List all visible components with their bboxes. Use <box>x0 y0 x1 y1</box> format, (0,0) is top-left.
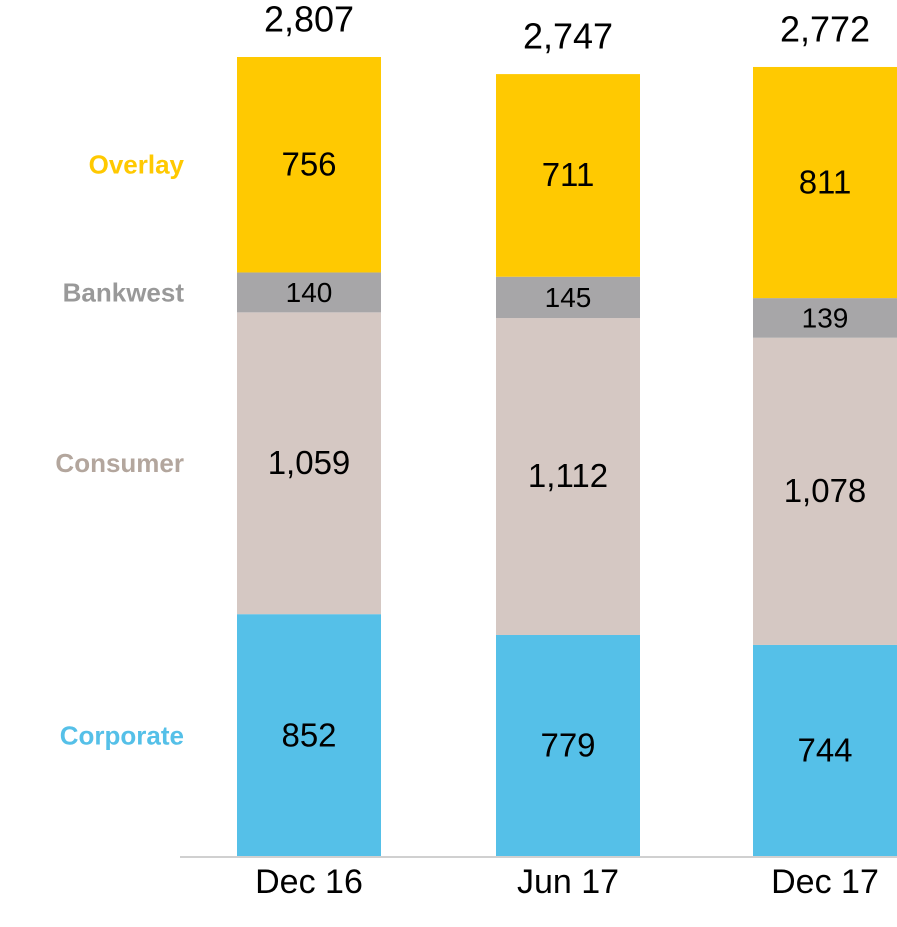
total-label: 2,807 <box>264 0 354 40</box>
value-label: 756 <box>281 145 336 182</box>
value-label: 711 <box>542 156 595 193</box>
total-label: 2,772 <box>780 8 870 49</box>
bar-segment <box>496 276 640 319</box>
bar-segment <box>753 298 897 338</box>
bar-segment <box>753 644 897 857</box>
bar-segment <box>753 66 897 299</box>
value-label: 811 <box>799 163 852 200</box>
bar-segment <box>237 614 381 857</box>
bar-segment <box>496 318 640 635</box>
value-label: 744 <box>797 732 852 769</box>
bar-segment <box>496 74 640 277</box>
bar-segment <box>753 337 897 645</box>
x-tick-label: Jun 17 <box>517 863 619 901</box>
value-label: 1,078 <box>784 472 867 509</box>
legend-label: Overlay <box>89 150 185 180</box>
bar-segment <box>496 634 640 857</box>
total-label: 2,747 <box>523 16 613 57</box>
bar-segment <box>237 272 381 313</box>
value-label: 779 <box>540 727 595 764</box>
bar-segment <box>237 312 381 615</box>
value-label: 140 <box>286 277 333 308</box>
bar-segment <box>237 57 381 273</box>
value-label: 139 <box>802 302 849 333</box>
value-label: 1,059 <box>268 444 351 481</box>
legend-label: Consumer <box>55 448 184 478</box>
value-label: 1,112 <box>528 457 608 494</box>
x-tick-label: Dec 16 <box>255 863 363 901</box>
x-tick-label: Dec 17 <box>771 863 879 901</box>
value-label: 852 <box>281 716 336 753</box>
legend-label: Bankwest <box>63 277 185 307</box>
value-label: 145 <box>545 282 592 313</box>
legend-label: Corporate <box>60 720 184 750</box>
